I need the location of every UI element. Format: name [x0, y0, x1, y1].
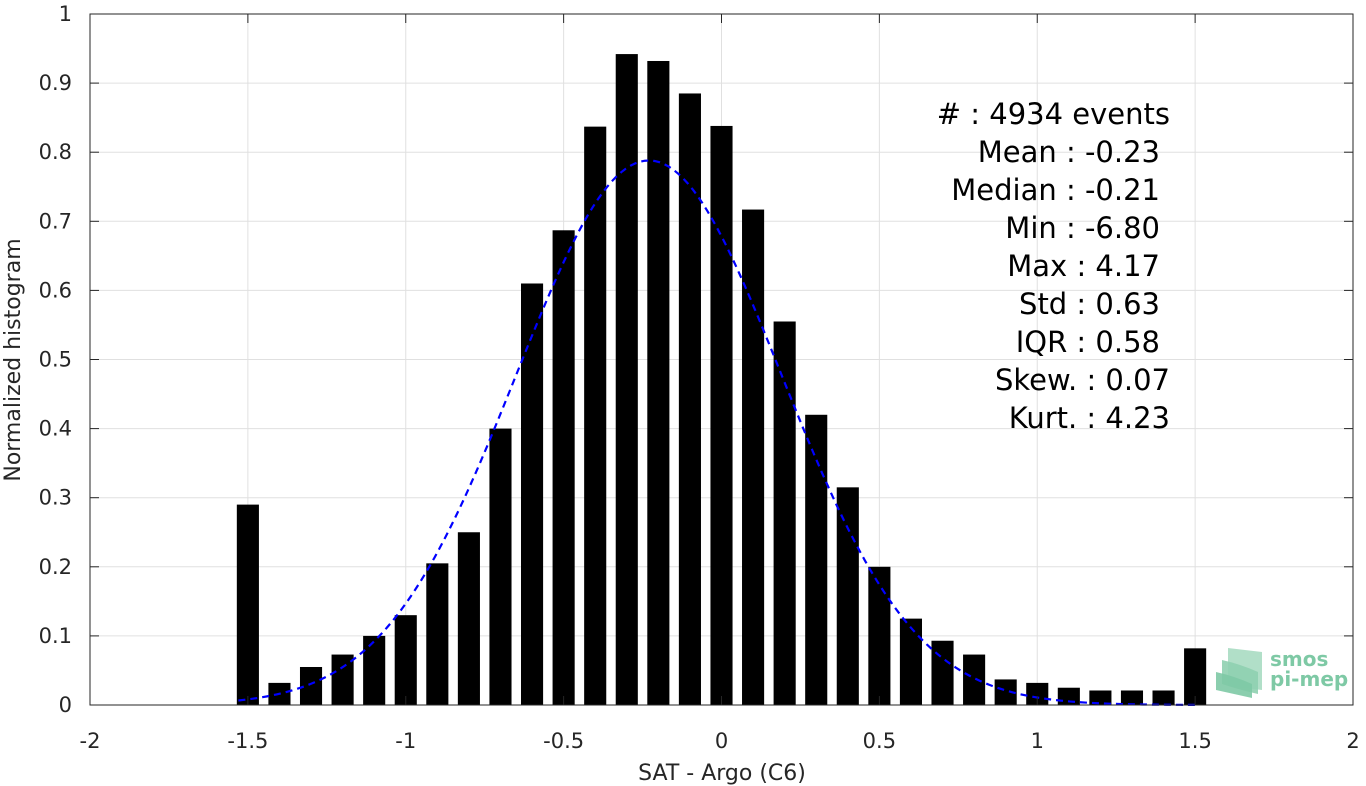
histogram-bar	[836, 487, 859, 705]
x-tick-label: 0	[715, 729, 728, 753]
y-tick-label: 0.9	[39, 71, 72, 95]
histogram-bar	[1120, 690, 1144, 705]
stat-iqr: IQR : 0.58	[1016, 325, 1160, 359]
stat-max: Max : 4.17	[1007, 249, 1160, 283]
logo-waves-icon	[1216, 648, 1262, 698]
histogram-bar	[1057, 687, 1080, 705]
histogram-bar	[647, 60, 670, 706]
histogram-bar	[520, 283, 544, 705]
x-tick-label: 1	[1031, 729, 1044, 753]
x-tick-label: 2	[1346, 729, 1359, 753]
histogram-bar	[742, 209, 765, 706]
histogram-bar	[710, 125, 733, 705]
stat-mean: Mean : -0.23	[978, 135, 1160, 169]
gaussian-fit	[238, 159, 1196, 706]
histogram-bar	[805, 414, 828, 705]
histogram-bars	[236, 54, 1207, 706]
x-axis-label: SAT - Argo (C6)	[638, 761, 806, 786]
histogram-bar	[615, 54, 638, 705]
stat-min: Min : -6.80	[1005, 211, 1160, 245]
logo-text-smos: smos	[1270, 647, 1328, 671]
histogram-bar	[1026, 682, 1049, 705]
y-tick-label: 0.1	[39, 624, 72, 648]
y-tick-label: 0.5	[39, 348, 72, 372]
stat-median: Median : -0.21	[951, 173, 1160, 207]
histogram-bar	[489, 428, 512, 705]
y-tick-label: 0.3	[39, 486, 72, 510]
histogram-bar	[363, 635, 386, 705]
y-tick-label: 0.8	[39, 140, 72, 164]
x-tick-label: -1	[395, 729, 416, 753]
stat-kurt: Kurt. : 4.23	[1009, 401, 1170, 435]
x-tick-label: -2	[80, 729, 101, 753]
logo-text-pi-mep: pi-mep	[1270, 667, 1348, 691]
histogram-bar	[331, 654, 354, 705]
histogram-bar	[868, 566, 891, 705]
y-tick-label: 0.2	[39, 555, 72, 579]
histogram-bar	[426, 563, 449, 705]
histogram-bar	[394, 615, 417, 705]
stat-std: Std : 0.63	[1019, 287, 1160, 321]
histogram-bar	[678, 93, 701, 706]
histogram-bar	[299, 666, 323, 705]
gaussian-fit-line	[238, 159, 1196, 706]
y-tick-label: 0	[59, 693, 72, 717]
y-tick-label: 0.4	[39, 417, 72, 441]
stat-events: # : 4934 events	[937, 97, 1170, 131]
x-tick-label: -1.5	[227, 729, 268, 753]
histogram-bar	[899, 618, 923, 705]
stat-skew: Skew. : 0.07	[995, 363, 1170, 397]
histogram-bar	[236, 504, 259, 705]
histogram-bar	[1184, 648, 1207, 705]
histogram-bar	[1152, 690, 1175, 705]
x-tick-label: -0.5	[543, 729, 584, 753]
x-tick-label: 0.5	[863, 729, 896, 753]
histogram-bar	[552, 230, 575, 705]
histogram-bar	[1089, 690, 1112, 705]
statistics-annotation: # : 4934 events Mean : -0.23 Median : -0…	[937, 97, 1170, 435]
y-tick-label: 0.6	[39, 278, 72, 302]
histogram-bar	[994, 679, 1017, 705]
histogram-bar	[457, 532, 480, 705]
x-tick-label: 1.5	[1178, 729, 1211, 753]
histogram-bar	[773, 321, 796, 705]
histogram-bar	[963, 654, 986, 705]
smos-pi-mep-logo: smos pi-mep	[1216, 647, 1348, 698]
y-tick-label: 0.7	[39, 209, 72, 233]
axis-ticks: -2 -1.5 -1 -0.5 0 0.5 1 1.5 2 0 0.1 0.2 0.3 0.4 0.5 0.6…	[39, 2, 1360, 753]
histogram-bar	[931, 640, 954, 705]
y-tick-label: 1	[59, 2, 72, 26]
y-axis-label: Normalized histogram	[1, 238, 26, 481]
histogram-bar	[584, 126, 607, 706]
